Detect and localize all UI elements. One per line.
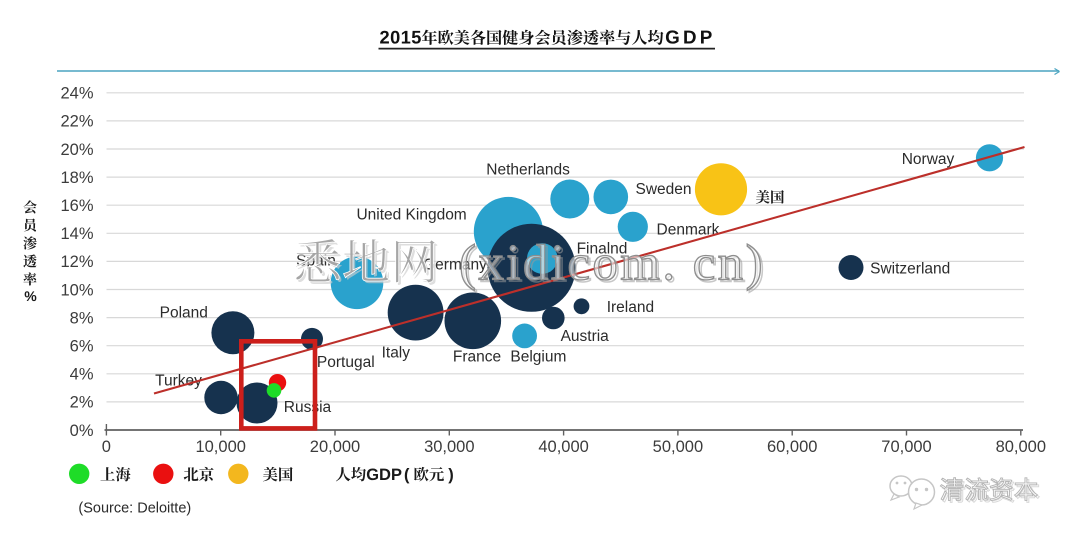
svg-text:12%: 12% [60, 253, 93, 271]
svg-text:50,000: 50,000 [653, 438, 703, 456]
svg-text:Sweden: Sweden [635, 181, 691, 198]
svg-text:Switzerland: Switzerland [870, 261, 950, 278]
svg-text:(xidicom. cn): (xidicom. cn) [459, 236, 765, 292]
svg-text:10,000: 10,000 [195, 438, 245, 456]
svg-text:Austria: Austria [561, 328, 610, 345]
svg-text:4%: 4% [70, 366, 94, 384]
svg-text:Norway: Norway [902, 151, 955, 168]
svg-text:Turkey: Turkey [155, 373, 202, 390]
svg-text:60,000: 60,000 [767, 438, 817, 456]
svg-text:Denmark: Denmark [657, 222, 720, 239]
svg-text:70,000: 70,000 [881, 438, 931, 456]
svg-text:2%: 2% [70, 394, 94, 412]
svg-text:Belgium: Belgium [510, 349, 566, 366]
svg-text:Portugal: Portugal [317, 354, 375, 371]
svg-text:20,000: 20,000 [310, 438, 360, 456]
svg-text:0: 0 [102, 438, 111, 456]
svg-text:8%: 8% [70, 309, 94, 327]
svg-text:0%: 0% [70, 422, 94, 440]
svg-text:Russia: Russia [284, 399, 332, 416]
svg-text:18%: 18% [60, 169, 93, 187]
svg-text:30,000: 30,000 [424, 438, 474, 456]
svg-text:40,000: 40,000 [538, 438, 588, 456]
svg-text:Italy: Italy [382, 344, 411, 361]
svg-text:16%: 16% [60, 197, 93, 215]
svg-text:20%: 20% [60, 141, 93, 159]
svg-text:Poland: Poland [160, 304, 208, 321]
svg-text:80,000: 80,000 [996, 438, 1046, 456]
svg-text:(xidicom. cn): (xidicom. cn) [461, 238, 767, 294]
svg-text:6%: 6% [70, 338, 94, 356]
svg-text:10%: 10% [60, 281, 93, 299]
svg-text:24%: 24% [60, 85, 93, 103]
svg-text:22%: 22% [60, 113, 93, 131]
svg-text:(Source: Deloitte): (Source: Deloitte) [78, 501, 191, 517]
svg-text:Netherlands: Netherlands [486, 162, 570, 179]
svg-text:France: France [453, 349, 501, 366]
svg-text:Finalnd: Finalnd [577, 241, 628, 258]
svg-text:14%: 14% [60, 225, 93, 243]
svg-text:United Kingdom: United Kingdom [356, 207, 466, 224]
svg-text:Germany: Germany [423, 257, 487, 274]
svg-text:Ireland: Ireland [607, 299, 654, 316]
